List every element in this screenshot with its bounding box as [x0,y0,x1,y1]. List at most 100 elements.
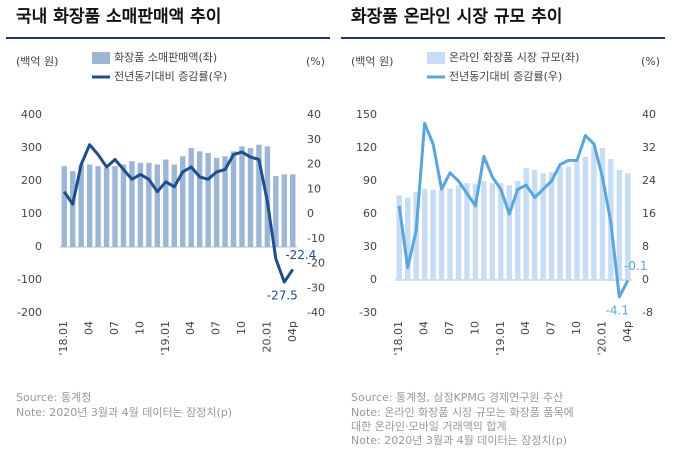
bar [531,170,538,280]
y-tick-label: 90 [363,174,377,187]
bar [247,148,254,247]
y-tick-label: -100 [17,273,42,286]
y-tick-label: 100 [21,207,42,220]
bar [548,172,555,280]
bar [154,164,161,247]
bar [523,167,529,280]
y2-tick-label: 10 [307,182,321,195]
bar [421,188,428,280]
x-tick-label: '18.01 [57,321,70,356]
y-tick-label: 0 [35,240,42,253]
bar [489,183,496,280]
x-tick-label: 07 [443,321,456,335]
y2-tick-label: 20 [307,158,321,171]
note: Note: 2020년 3월과 4월 데이터는 잠정치(p) [351,434,567,447]
bar [256,144,262,247]
bar [196,151,203,247]
bar [515,181,521,280]
bar [120,164,127,247]
y2-unit: (%) [641,55,660,68]
bar [188,148,194,247]
y-unit: (백억 원) [16,55,58,68]
bar [557,166,563,280]
x-tick-label: '20.01 [595,321,608,356]
line [397,121,630,299]
bar [281,174,288,247]
x-tick-label: 04 [83,321,96,335]
y-tick-label: 200 [21,174,42,187]
x-tick-label: 04 [418,321,431,335]
bar [137,162,144,247]
y-tick-label: 60 [363,207,377,220]
bar [180,156,186,247]
y2-tick-label: -10 [307,232,325,245]
data-label: -0.1 [624,259,647,273]
x-tick-label: 07 [210,321,223,335]
y2-tick-label: -8 [642,306,653,319]
bar [230,151,237,247]
x-tick-label: 10 [570,321,583,335]
bar [61,166,67,247]
x-tick-label: '19.01 [494,321,507,356]
bar [498,183,504,280]
x-tick-label: 04p [286,321,299,342]
data-label: -27.5 [267,289,298,303]
bar [78,164,84,247]
bar [146,162,152,247]
source: Source: 통계청 [16,391,91,404]
bar [472,184,479,280]
bar [129,161,135,247]
y-tick-label: 30 [363,240,377,253]
y-tick-label: 0 [370,273,377,286]
chart-title: 화장품 온라인 시장 규모 추이 [351,7,562,27]
y2-tick-label: 40 [642,108,656,121]
bar [112,166,118,247]
y2-tick-label: 40 [307,108,321,121]
bar [582,156,589,280]
x-tick-label: 07 [108,321,121,335]
bar [464,183,470,280]
bar [404,197,411,280]
x-tick-label: 07 [545,321,558,335]
bar [540,173,546,280]
x-tick-label: 04p [621,321,634,342]
y2-tick-label: 32 [642,141,656,154]
y2-tick-label: 8 [642,240,649,253]
x-tick-label: '18.01 [392,321,405,356]
y2-tick-label: 0 [307,207,314,220]
y2-unit: (%) [306,55,325,68]
line [62,143,295,284]
bar [565,166,572,280]
bar [86,164,93,247]
note: Note: 온라인 화장품 시장 규모는 화장품 품목에 [351,406,574,419]
x-tick-label: 04 [184,321,197,335]
legend-swatch [427,52,445,64]
y2-tick-label: 24 [642,174,656,187]
bar [430,189,436,280]
x-tick-label: '19.01 [159,321,172,356]
y2-tick-label: 0 [642,273,649,286]
bar [574,161,580,280]
bar [396,195,402,280]
bar [222,156,228,247]
bar [591,145,597,280]
bar [69,171,76,247]
x-tick-label: 10 [133,321,146,335]
chart-title: 국내 화장품 소매판매액 추이 [16,7,221,27]
x-tick-label: 20.01 [260,321,273,353]
bar [455,185,462,280]
y2-tick-label: -20 [307,257,325,270]
bar [213,157,220,247]
bar [447,188,453,280]
data-label: -4.1 [606,303,629,317]
legend-label: 전년동기대비 증감률(우) [449,70,562,83]
legend-label: 화장품 소매판매액(좌) [114,51,217,64]
y2-tick-label: 30 [307,133,321,146]
x-tick-label: 10 [235,321,248,335]
note: Note: 2020년 3월과 4월 데이터는 잠정치(p) [16,406,232,419]
bar [239,146,245,247]
data-label: -22.4 [285,248,316,262]
y2-tick-label: -30 [307,281,325,294]
bar [163,159,169,247]
